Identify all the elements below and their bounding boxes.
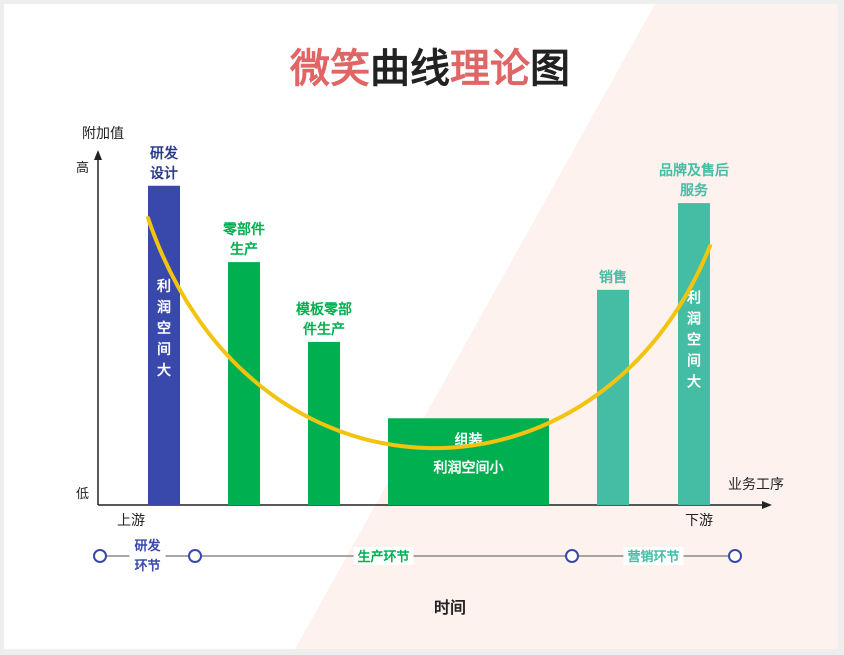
x-axis-start-label: 上游 — [117, 513, 145, 529]
stage-5: 销售 — [597, 269, 629, 505]
stage-inner-text: 润 — [157, 299, 171, 316]
title-part: 图 — [530, 46, 570, 92]
timeline-label-backdrop — [129, 538, 166, 574]
stage-inner-text: 利 — [687, 290, 701, 307]
x-axis-arrow-icon — [762, 501, 772, 509]
timeline-label-backdrop — [623, 547, 684, 565]
timeline-label-backdrop — [353, 547, 414, 565]
x-axis-label: 业务工序 — [728, 477, 784, 493]
stage-inner-text: 大 — [687, 374, 701, 391]
stage-label: 件生产 — [303, 321, 345, 338]
diagram-title: 微笑曲线理论图 — [289, 46, 570, 92]
title-part: 曲线 — [370, 46, 450, 92]
stage-label: 模板零部 — [296, 301, 352, 318]
stage-inner-text: 利 — [157, 278, 171, 295]
title-part: 理论 — [450, 46, 531, 92]
timeline-node-icon — [93, 549, 107, 563]
x-axis-end-label: 下游 — [685, 513, 713, 529]
timeline-segment-label: 生产环节 — [357, 549, 409, 565]
stage-label: 品牌及售后 — [659, 162, 729, 179]
stage-bar — [678, 203, 710, 506]
stage-inner-text: 间 — [687, 353, 701, 370]
stage-bar — [148, 185, 180, 505]
y-axis-high-label: 高 — [76, 160, 89, 176]
stage-inner-text: 大 — [157, 362, 171, 379]
timeline-segment-label: 营销环节 — [627, 549, 679, 565]
stage-bar — [597, 289, 629, 505]
stage-label: 研发 — [150, 145, 179, 162]
timeline-node-icon — [565, 549, 579, 563]
stage-label: 生产 — [230, 241, 258, 258]
timeline-segment-label: 环节 — [134, 558, 160, 574]
stage-inner-text: 间 — [157, 341, 171, 358]
y-axis-low-label: 低 — [76, 487, 89, 502]
axes: 附加值 高 低 业务工序 上游 下游 — [76, 126, 784, 529]
stage-label: 零部件 — [222, 221, 265, 238]
stage-inner-text: 空 — [157, 320, 171, 337]
stage-label: 服务 — [680, 182, 709, 199]
stage-inner-text: 利润空间小 — [434, 459, 504, 476]
timeline-caption: 时间 — [434, 598, 466, 617]
timeline-node-icon — [188, 549, 202, 563]
stage-inner-text: 润 — [687, 311, 701, 328]
y-axis-label: 附加值 — [82, 126, 124, 142]
y-axis-arrow-icon — [94, 150, 102, 160]
timeline-node-icon — [728, 549, 742, 563]
stage-label: 销售 — [599, 269, 627, 286]
stage-label: 设计 — [150, 165, 178, 182]
title-part: 微笑 — [289, 46, 370, 92]
timeline-segment-label: 研发 — [134, 538, 161, 554]
smile-curve — [146, 216, 712, 450]
stage-inner-text: 空 — [687, 332, 701, 349]
